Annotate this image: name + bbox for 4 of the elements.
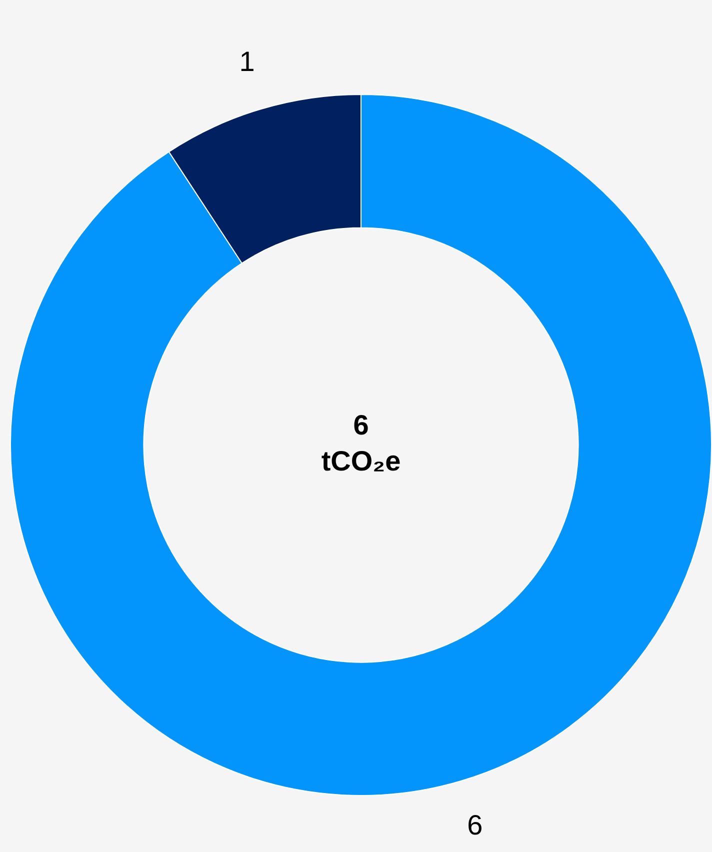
text: 6 (353, 410, 369, 441)
data-label: 6 (467, 810, 483, 841)
data-label: 1 (239, 46, 255, 77)
text: tCO₂e (321, 446, 401, 477)
